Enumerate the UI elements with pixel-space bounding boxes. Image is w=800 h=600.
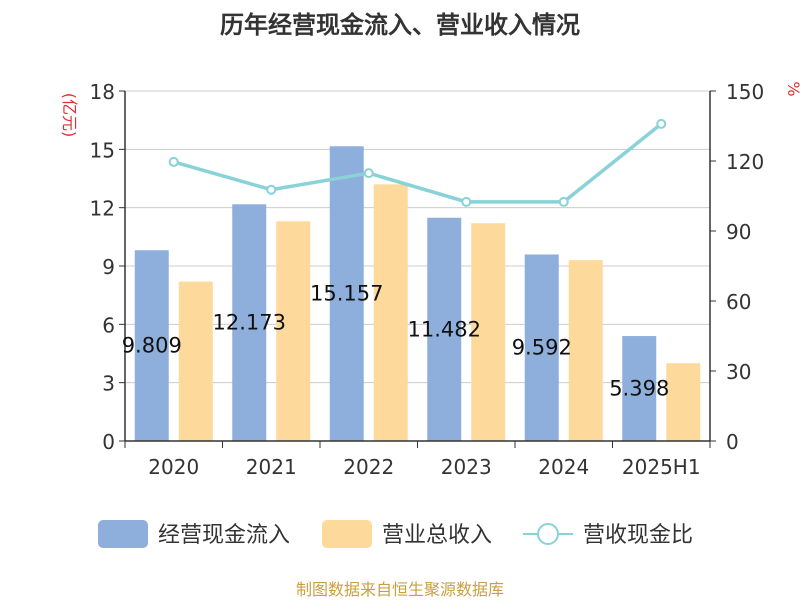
bar-cash-inflow (134, 250, 169, 441)
grid-lines (125, 90, 710, 384)
data-label: 12.173 (213, 311, 286, 335)
y-right-tick-label: 0 (726, 430, 739, 454)
y-left-tick-label: 6 (102, 313, 115, 337)
y-left-tick-label: 3 (102, 372, 115, 396)
chart-title: 历年经营现金流入、营业收入情况 (220, 11, 580, 39)
bar-cash-inflow (232, 204, 267, 441)
data-label: 15.157 (310, 282, 383, 306)
legend: 经营现金流入 营业总收入 营收现金比 (98, 520, 693, 548)
line-point (461, 196, 472, 207)
x-tick-label: 2025H1 (622, 455, 701, 479)
y-right-tick-label: 120 (726, 150, 764, 174)
legend-label: 营业总收入 (382, 523, 492, 548)
y-right-tick-label: 90 (726, 220, 751, 244)
bar-revenue (471, 223, 506, 441)
y-left-tick-label: 18 (90, 80, 115, 104)
legend-label: 营收现金比 (583, 523, 693, 548)
x-tick-label: 2022 (343, 455, 394, 479)
bar-cash-inflow (524, 254, 559, 441)
line-ratio (173, 122, 663, 204)
x-tick-label: 2023 (441, 455, 492, 479)
data-label: 5.398 (609, 377, 669, 401)
x-tick-label: 2021 (246, 455, 297, 479)
y-axis-left-label: (亿元) (60, 93, 79, 138)
line-point (558, 196, 569, 207)
bar-revenue (373, 184, 408, 442)
legend-swatch (322, 520, 372, 548)
data-labels: 9.809 12.173 15.157 11.482 9.592 5.398 (122, 282, 670, 401)
y-left-tick-label: 9 (102, 255, 115, 279)
source-note: 制图数据来自恒生聚源数据库 (296, 580, 504, 599)
line-point (363, 168, 374, 179)
data-label: 11.482 (408, 317, 481, 341)
data-label: 9.809 (122, 334, 182, 358)
x-tick-label: 2020 (148, 455, 199, 479)
bar-cash-inflow (329, 146, 364, 441)
x-tick-label: 2024 (538, 455, 589, 479)
line-point (168, 156, 179, 167)
bar-revenue (568, 260, 603, 441)
y-right-tick-label: 30 (726, 360, 751, 384)
legend-swatch (98, 520, 148, 548)
y-right-tick-label: 60 (726, 290, 751, 314)
line-point (266, 184, 277, 195)
data-label: 9.592 (512, 336, 572, 360)
bar-revenue (276, 221, 311, 441)
bar-revenue (178, 281, 213, 441)
legend-marker (537, 523, 559, 545)
axes: 0 3 6 9 12 15 18 0 30 60 90 120 150 2020 2021 2022 2023 2… (90, 80, 765, 479)
bar-cash-inflow (427, 217, 462, 441)
bar-marks (134, 146, 701, 442)
y-left-tick-label: 12 (90, 197, 115, 221)
y-right-tick-label: 150 (726, 80, 764, 104)
bar-revenue (666, 363, 701, 441)
line-series (168, 118, 667, 207)
line-point (656, 118, 667, 129)
y-axis-right-label: % (784, 81, 800, 96)
y-left-tick-label: 15 (90, 138, 115, 162)
legend-label: 经营现金流入 (158, 523, 290, 548)
y-left-tick-label: 0 (102, 430, 115, 454)
bar-cash-inflow (622, 336, 657, 441)
